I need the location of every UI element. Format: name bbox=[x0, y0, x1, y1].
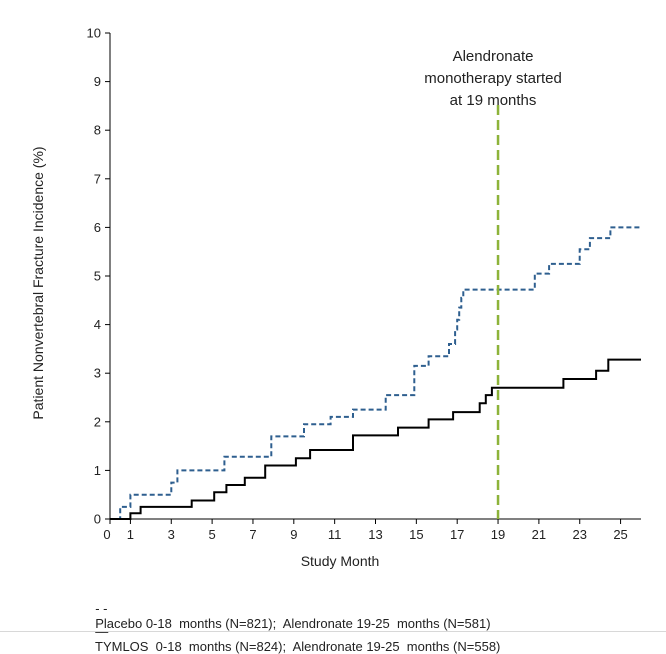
y-tick-label: 2 bbox=[94, 414, 101, 429]
x-tick-label: 21 bbox=[532, 527, 546, 542]
annotation-text-line: monotherapy started bbox=[424, 70, 562, 87]
axes bbox=[109, 33, 641, 520]
y-axis-label: Patient Nonvertebral Fracture Incidence … bbox=[30, 146, 46, 419]
x-tick-label: 0 bbox=[103, 527, 110, 542]
series-line-tymlos bbox=[110, 358, 641, 520]
y-tick-label: 8 bbox=[94, 123, 101, 138]
x-tick-label: 13 bbox=[368, 527, 382, 542]
annotation-text-line: at 19 months bbox=[450, 92, 537, 109]
y-tick-label: 7 bbox=[94, 171, 101, 186]
y-tick-label: 9 bbox=[94, 74, 101, 89]
x-tick-label: 17 bbox=[450, 527, 464, 542]
x-tick-label: 15 bbox=[409, 527, 423, 542]
y-tick-label: 1 bbox=[94, 463, 101, 478]
x-tick-label: 19 bbox=[491, 527, 505, 542]
series-line-placebo bbox=[110, 226, 641, 520]
x-tick-label: 9 bbox=[290, 527, 297, 542]
x-tick-label: 11 bbox=[328, 527, 342, 542]
x-axis-ticks: 0 1 3 5 7 9 11 13 15 17 19 21 23 25 bbox=[103, 519, 628, 542]
x-tick-label: 5 bbox=[208, 527, 215, 542]
y-tick-label: 4 bbox=[94, 317, 101, 332]
legend-placebo-text: Placebo 0-18 months (N=821); Alendronate… bbox=[95, 616, 491, 631]
y-tick-label: 3 bbox=[94, 366, 101, 381]
x-tick-label: 23 bbox=[572, 527, 586, 542]
legend-placebo-symbol: - - bbox=[95, 601, 108, 616]
alendronate-annotation: Alendronate monotherapy started at 19 mont… bbox=[424, 48, 562, 519]
y-tick-label: 0 bbox=[94, 512, 101, 527]
y-tick-label: 6 bbox=[94, 220, 101, 235]
divider bbox=[0, 631, 666, 632]
x-tick-label: 7 bbox=[249, 527, 256, 542]
x-tick-label: 1 bbox=[127, 527, 134, 542]
y-tick-label: 5 bbox=[94, 269, 101, 284]
y-tick-label: 10 bbox=[87, 26, 101, 41]
x-tick-label: 3 bbox=[168, 527, 175, 542]
legend-placebo: - - Placebo 0-18 months (N=821); Alendro… bbox=[88, 586, 491, 631]
annotation-text-line: Alendronate bbox=[453, 48, 534, 65]
y-axis-ticks: 0 1 2 3 4 5 6 7 8 9 10 bbox=[87, 26, 110, 527]
legend-tymlos-text: TYMLOS 0-18 months (N=824); Alendronate … bbox=[95, 639, 501, 654]
series-layer bbox=[110, 226, 641, 520]
x-axis-label: Study Month bbox=[301, 553, 380, 569]
x-tick-label: 25 bbox=[613, 527, 627, 542]
